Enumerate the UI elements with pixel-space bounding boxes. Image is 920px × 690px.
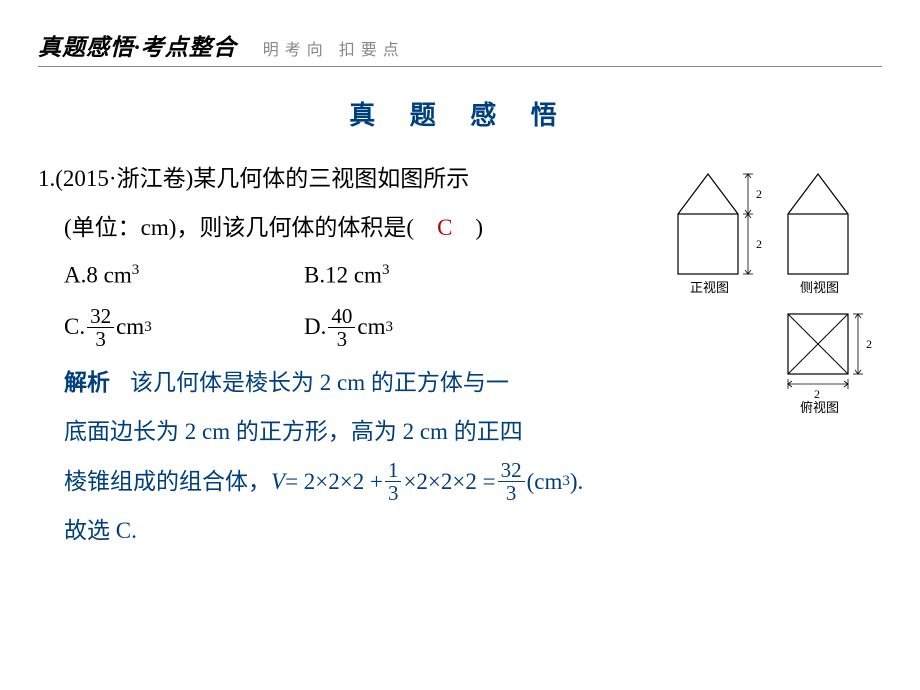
question-stem2-pre: (单位：cm)，则该几何体的体积是( bbox=[64, 215, 414, 240]
question-source: (2015·浙江卷) bbox=[55, 166, 193, 191]
header-main: 真题感悟·考点整合 bbox=[38, 28, 237, 62]
option-a-sup: 3 bbox=[132, 262, 140, 278]
option-d-fraction: 40 3 bbox=[328, 305, 355, 350]
formula-tail-sup: 3 bbox=[562, 465, 570, 497]
option-d-den: 3 bbox=[334, 328, 351, 350]
analysis-text-4: 故选 C. bbox=[64, 518, 137, 543]
formula-frac1-num: 1 bbox=[385, 459, 402, 482]
option-a: A.8 cm3 bbox=[64, 263, 304, 287]
option-b-label: B. bbox=[304, 263, 325, 288]
question-number: 1. bbox=[38, 166, 55, 191]
formula-frac2-den: 3 bbox=[503, 482, 520, 504]
analysis-text-3-pre: 棱锥组成的组合体， bbox=[64, 457, 271, 506]
formula-V: V bbox=[271, 457, 285, 506]
side-label: 侧视图 bbox=[800, 280, 839, 295]
formula-tail-open: (cm bbox=[527, 457, 563, 506]
option-c-label: C. bbox=[64, 314, 85, 340]
front-label: 正视图 bbox=[690, 280, 729, 295]
option-d-label: D. bbox=[304, 314, 326, 340]
analysis-text-2: 底面边长为 2 cm 的正方形，高为 2 cm 的正四 bbox=[64, 419, 523, 444]
analysis-line-3: 棱锥组成的组合体， V = 2×2×2 + 1 3 ×2×2×2 = 32 3 … bbox=[38, 457, 882, 506]
analysis-line-4: 故选 C. bbox=[38, 506, 882, 555]
option-a-label: A. bbox=[64, 263, 86, 288]
option-a-value: 8 cm bbox=[86, 263, 131, 288]
option-d-num: 40 bbox=[328, 305, 355, 328]
top-view: 2 2 俯视图 bbox=[788, 314, 872, 414]
answer-mark: C bbox=[437, 215, 452, 240]
figure-svg: 2 2 正视图 侧视图 bbox=[668, 164, 878, 414]
analysis-label: 解析 bbox=[64, 370, 110, 395]
option-c-den: 3 bbox=[92, 328, 109, 350]
option-b-value: 12 cm bbox=[325, 263, 382, 288]
option-c: C. 32 3 cm3 bbox=[64, 305, 304, 350]
option-d-unit: cm bbox=[357, 314, 385, 340]
question-stem1-text: 某几何体的三视图如图所示 bbox=[193, 166, 469, 191]
dim-label-4: 2 bbox=[814, 387, 820, 401]
front-view: 2 2 正视图 bbox=[678, 174, 762, 295]
dim-label-2: 2 bbox=[756, 237, 762, 251]
formula-frac1-den: 3 bbox=[385, 482, 402, 504]
option-c-fraction: 32 3 bbox=[87, 305, 114, 350]
page-title: 真 题 感 悟 bbox=[38, 95, 882, 132]
dim-label-3: 2 bbox=[866, 337, 872, 351]
page-header: 真题感悟·考点整合 明考向 扣要点 bbox=[38, 28, 882, 67]
option-c-unit: cm bbox=[116, 314, 144, 340]
top-label: 俯视图 bbox=[800, 400, 839, 414]
formula-tail-close: ). bbox=[570, 457, 583, 506]
formula-eq: = 2×2×2 + bbox=[285, 457, 383, 506]
header-sub: 明考向 扣要点 bbox=[263, 36, 405, 60]
dim-label-1: 2 bbox=[756, 187, 762, 201]
option-c-sup: 3 bbox=[144, 319, 152, 336]
formula-frac-2: 32 3 bbox=[498, 459, 525, 504]
option-c-num: 32 bbox=[87, 305, 114, 328]
three-view-figure: 2 2 正视图 侧视图 bbox=[668, 164, 878, 419]
option-d-sup: 3 bbox=[385, 319, 393, 336]
formula-frac-1: 1 3 bbox=[385, 459, 402, 504]
option-b: B.12 cm3 bbox=[304, 263, 389, 287]
side-view: 侧视图 bbox=[788, 174, 848, 295]
option-d: D. 40 3 cm3 bbox=[304, 305, 544, 350]
content-area: 1.(2015·浙江卷)某几何体的三视图如图所示 (单位：cm)，则该几何体的体… bbox=[38, 154, 882, 555]
formula-mid: ×2×2×2 = bbox=[403, 457, 495, 506]
question-stem2-post: ) bbox=[475, 215, 483, 240]
formula-frac2-num: 32 bbox=[498, 459, 525, 482]
analysis-text-1: 该几何体是棱长为 2 cm 的正方体与一 bbox=[130, 370, 509, 395]
option-b-sup: 3 bbox=[382, 262, 390, 278]
